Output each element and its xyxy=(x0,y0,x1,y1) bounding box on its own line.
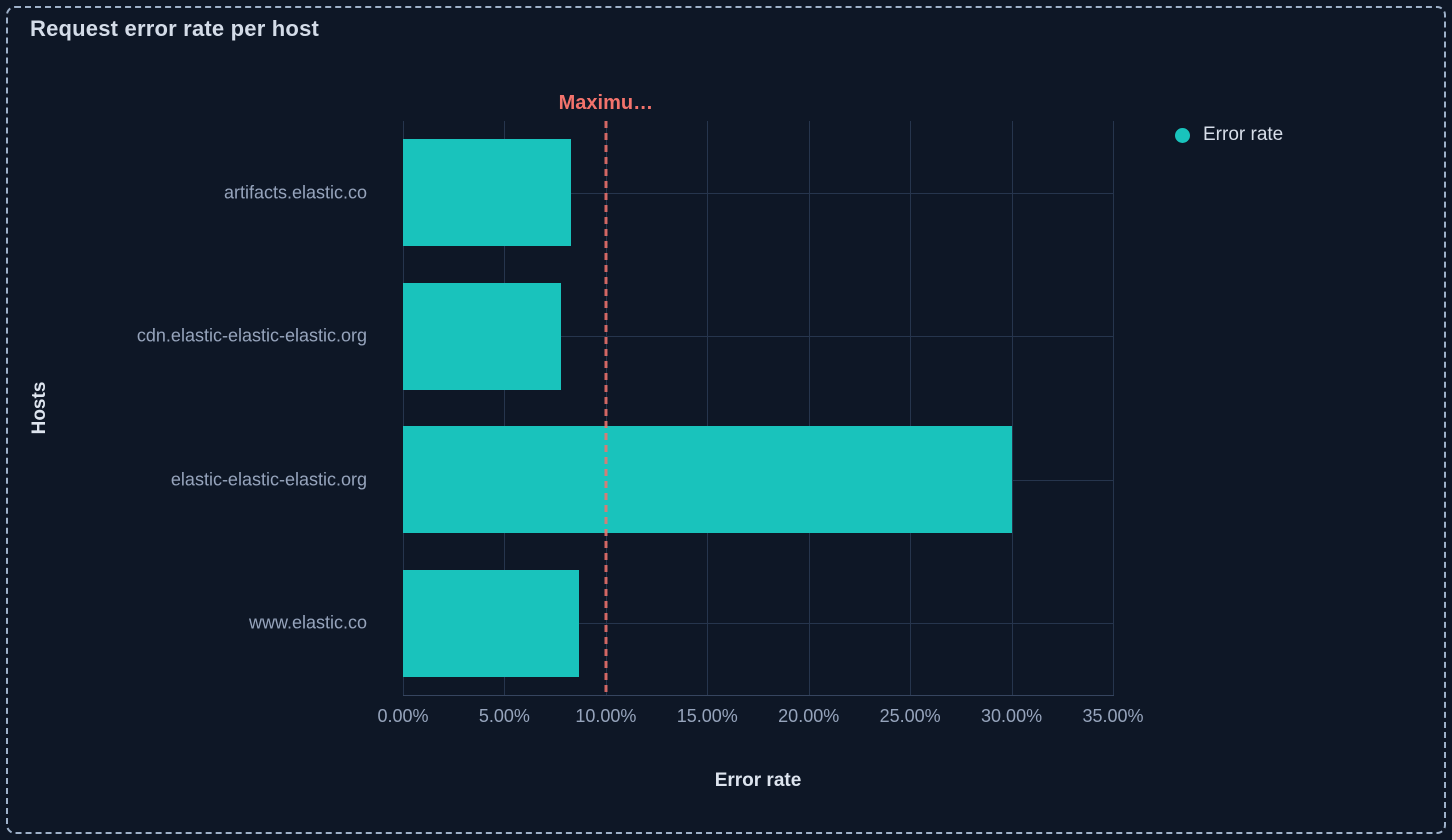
threshold-line xyxy=(604,121,608,695)
x-gridline xyxy=(808,121,810,695)
y-tick-label: cdn.elastic-elastic-elastic.org xyxy=(136,325,367,346)
y-gridline xyxy=(403,192,1113,194)
y-axis-labels: artifacts.elastic.co cdn.elastic-elastic-… xyxy=(0,121,385,695)
y-tick-label: elastic-elastic-elastic.org xyxy=(170,469,367,490)
threshold-label: Maximu… xyxy=(558,92,654,114)
bar-www.elastic.co[interactable] xyxy=(403,569,580,677)
x-gridline xyxy=(707,121,709,695)
x-tick-label: 35.00% xyxy=(1082,706,1144,726)
x-axis-title: Error rate xyxy=(714,770,802,791)
x-tick-label: 15.00% xyxy=(676,706,738,726)
bar-artifacts.elastic.co[interactable] xyxy=(403,139,572,247)
x-gridline xyxy=(504,121,506,695)
x-tick-label: 30.00% xyxy=(981,706,1043,726)
x-tick-label: 20.00% xyxy=(778,706,840,726)
x-tick-label: 10.00% xyxy=(575,706,637,726)
legend: Error rate xyxy=(1175,124,1283,146)
y-tick-label: www.elastic.co xyxy=(248,612,367,633)
panel-title: Request error rate per host xyxy=(30,16,320,41)
legend-series-label[interactable]: Error rate xyxy=(1203,124,1284,145)
x-gridline xyxy=(1113,121,1114,695)
x-axis-labels: 0.00% 5.00% 10.00% 15.00% 20.00% 25.00% 30.00%… xyxy=(377,706,1143,736)
bar-elastic-elastic-elastic.org[interactable] xyxy=(403,426,1012,534)
plot-area xyxy=(403,121,1114,695)
bar-cdn.elastic-elastic-elastic.org[interactable] xyxy=(403,282,562,390)
y-tick-label: artifacts.elastic.co xyxy=(223,182,367,203)
y-gridline xyxy=(403,336,1113,338)
x-gridline xyxy=(910,121,912,695)
x-gridline xyxy=(1011,121,1013,695)
x-gridline xyxy=(403,121,404,695)
x-tick-label: 25.00% xyxy=(879,706,941,726)
x-axis-line xyxy=(403,695,1114,696)
y-gridline xyxy=(403,623,1113,625)
legend-series-dot-icon[interactable] xyxy=(1175,127,1190,143)
x-tick-label: 5.00% xyxy=(478,706,530,726)
x-tick-label: 0.00% xyxy=(377,706,429,726)
